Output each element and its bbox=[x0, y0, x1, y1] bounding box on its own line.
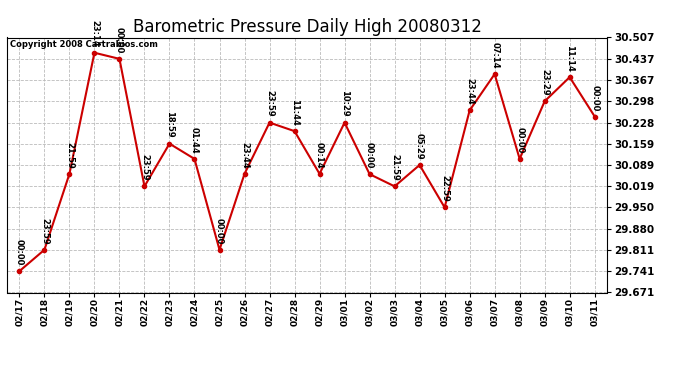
Text: 23:44: 23:44 bbox=[465, 78, 474, 105]
Text: 00:00: 00:00 bbox=[115, 27, 124, 53]
Text: 00:00: 00:00 bbox=[590, 85, 599, 111]
Text: 00:14: 00:14 bbox=[315, 142, 324, 168]
Text: 23:59: 23:59 bbox=[140, 154, 149, 181]
Text: 23:59: 23:59 bbox=[40, 217, 49, 244]
Text: 23:29: 23:29 bbox=[540, 69, 549, 96]
Text: 05:29: 05:29 bbox=[415, 133, 424, 159]
Text: 11:44: 11:44 bbox=[290, 99, 299, 126]
Text: 07:14: 07:14 bbox=[490, 42, 499, 69]
Text: 23:14: 23:14 bbox=[90, 21, 99, 47]
Text: 21:59: 21:59 bbox=[390, 154, 399, 181]
Title: Barometric Pressure Daily High 20080312: Barometric Pressure Daily High 20080312 bbox=[132, 18, 482, 36]
Text: 23:44: 23:44 bbox=[240, 141, 249, 168]
Text: 00:00: 00:00 bbox=[515, 127, 524, 153]
Text: 10:29: 10:29 bbox=[340, 90, 349, 117]
Text: 11:14: 11:14 bbox=[565, 45, 574, 72]
Text: 00:00: 00:00 bbox=[365, 142, 374, 169]
Text: Copyright 2008 Cartrabios.com: Copyright 2008 Cartrabios.com bbox=[10, 40, 158, 49]
Text: 00:00: 00:00 bbox=[215, 218, 224, 244]
Text: 18:59: 18:59 bbox=[165, 111, 174, 138]
Text: 21:59: 21:59 bbox=[65, 141, 74, 168]
Text: 01:44: 01:44 bbox=[190, 127, 199, 153]
Text: 23:59: 23:59 bbox=[265, 90, 274, 117]
Text: 22:59: 22:59 bbox=[440, 175, 449, 202]
Text: 00:00: 00:00 bbox=[15, 239, 24, 266]
